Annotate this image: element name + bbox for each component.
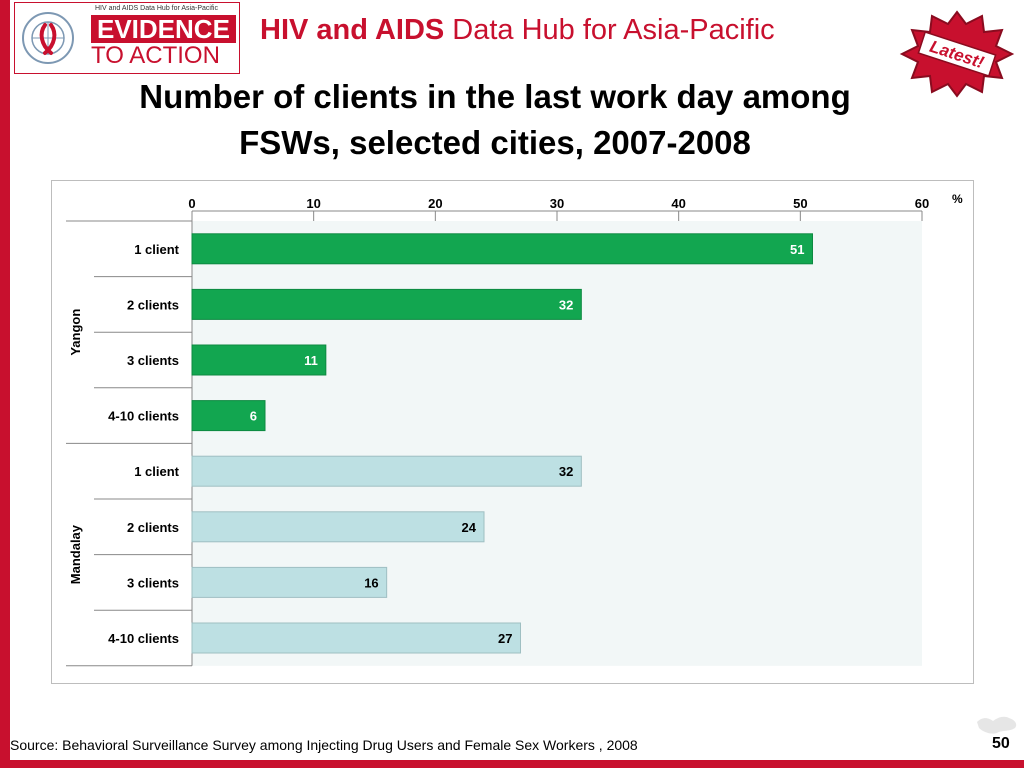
category-label: 3 clients (127, 353, 179, 368)
category-label: 2 clients (127, 297, 179, 312)
bar-value-label: 11 (304, 353, 318, 368)
logo-main-text: EVIDENCE (91, 15, 236, 43)
category-label: 1 client (134, 464, 179, 479)
bar-value-label: 32 (559, 297, 573, 312)
bar (191, 622, 521, 654)
latest-badge: Latest! (899, 10, 1015, 98)
bar-value-label: 27 (498, 631, 512, 646)
x-tick-label: 60 (915, 196, 929, 211)
category-label: 4-10 clients (108, 409, 179, 424)
category-label: 1 client (134, 242, 179, 257)
x-tick-label: 0 (188, 196, 195, 211)
x-tick-label: 50 (793, 196, 807, 211)
footer-accent-line (0, 760, 1024, 768)
category-label: 4-10 clients (108, 631, 179, 646)
header-title: HIV and AIDS Data Hub for Asia-Pacific (260, 14, 775, 47)
bar-value-label: 16 (364, 575, 378, 590)
logo-tagline: HIV and AIDS Data Hub for Asia-Pacific (95, 5, 218, 12)
bar (191, 400, 266, 432)
evidence-to-action-logo: HIV and AIDS Data Hub for Asia-Pacific E… (14, 2, 240, 74)
bar (191, 344, 327, 376)
bar-value-label: 6 (250, 409, 257, 424)
x-unit-label: % (952, 192, 963, 206)
chart-frame: 0 10 20 30 40 50 60% 1 client 51 2 clients 32 3 cli… (51, 180, 974, 684)
bar (191, 233, 813, 265)
bar-value-label: 32 (559, 464, 573, 479)
bar-value-label: 24 (462, 520, 477, 535)
bar-value-label: 51 (790, 242, 804, 257)
bar-chart: 0 10 20 30 40 50 60 % 1 client 51 2 clients 32 3 cli… (66, 192, 963, 667)
bar (191, 455, 582, 487)
category-label: 2 clients (127, 520, 179, 535)
slide-title-line1: Number of clients in the last work day a… (139, 78, 851, 115)
x-tick-label: 40 (671, 196, 685, 211)
logo-sub-text: TO ACTION (91, 42, 220, 69)
plot-area (192, 221, 922, 666)
x-tick-label: 30 (550, 196, 564, 211)
group-label: Yangon (68, 309, 83, 356)
category-label: 3 clients (127, 575, 179, 590)
page-number: 50 (992, 735, 1010, 752)
source-note: Source: Behavioral Surveillance Survey a… (10, 737, 638, 753)
un-emblem-icon (22, 12, 74, 64)
header-title-bold: HIV and AIDS (260, 14, 445, 46)
group-label: Mandalay (68, 524, 83, 584)
slide-title-line2: FSWs, selected cities, 2007-2008 (239, 124, 751, 161)
slide-title: Number of clients in the last work day a… (40, 74, 950, 166)
x-tick-label: 10 (306, 196, 320, 211)
world-map-watermark-icon (977, 716, 1017, 734)
bar (191, 511, 485, 543)
bar (191, 288, 582, 320)
header-title-rest: Data Hub for Asia-Pacific (444, 14, 775, 46)
left-accent-strip (0, 0, 10, 768)
x-tick-label: 20 (428, 196, 442, 211)
bar (191, 566, 388, 598)
